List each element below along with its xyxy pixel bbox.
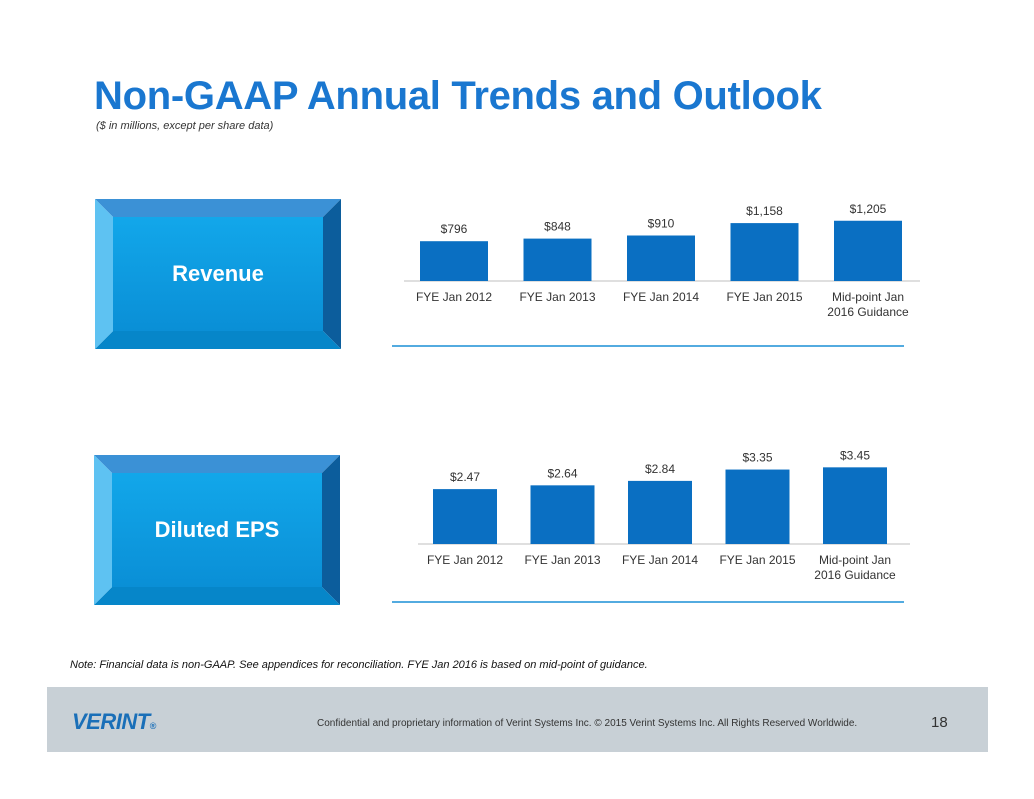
revenue-chart-category-label: FYE Jan 2014: [623, 290, 699, 304]
revenue-chart-data-label: $910: [648, 217, 675, 231]
eps-chart-category-label: FYE Jan 2014: [622, 553, 698, 567]
revenue-chart-bar: [420, 241, 488, 281]
revenue-chart-data-label: $796: [441, 222, 468, 236]
eps-chart-bar: [725, 469, 790, 544]
eps-panel-label: Diluted EPS: [154, 517, 280, 542]
page-number: 18: [931, 714, 948, 731]
revenue-panel: Revenue: [95, 199, 341, 349]
eps-panel: Diluted EPS: [94, 455, 340, 605]
eps-chart-bar: [628, 480, 692, 544]
page-title: Non-GAAP Annual Trends and Outlook: [94, 74, 822, 118]
eps-panel-bevel: [94, 455, 340, 605]
revenue-chart-bar: [523, 238, 592, 281]
eps-chart-bar: [530, 485, 595, 544]
revenue-chart-category-label: FYE Jan 2015: [726, 290, 802, 304]
revenue-chart-data-label: $848: [544, 220, 571, 234]
revenue-chart-data-label: $1,205: [850, 202, 887, 216]
eps-chart: $2.47 FYE Jan 2012 $2.64 FYE Jan 2013 $2.84 F…: [392, 448, 910, 603]
revenue-chart-bar: [730, 223, 799, 281]
revenue-chart-data-label: $1,158: [746, 204, 783, 218]
revenue-panel-bevel: [95, 199, 341, 349]
eps-chart-data-label: $2.64: [547, 466, 577, 480]
footer-bar: VERINT® Confidential and proprietary inf…: [47, 687, 988, 752]
revenue-chart-category-label: Mid-point Jan 2016 Guidance: [827, 290, 909, 319]
logo-registered-mark: ®: [149, 721, 157, 731]
eps-chart-category-label: FYE Jan 2015: [719, 553, 795, 567]
verint-logo: VERINT®: [72, 709, 156, 735]
revenue-panel-label: Revenue: [172, 261, 264, 286]
footnote: Note: Financial data is non-GAAP. See ap…: [70, 659, 648, 671]
eps-chart-data-label: $3.35: [742, 451, 772, 465]
eps-chart-category-label: Mid-point Jan 2016 Guidance: [814, 553, 896, 582]
eps-chart-data-label: $3.45: [840, 448, 870, 462]
eps-chart-bar: [823, 467, 887, 544]
eps-chart-data-label: $2.84: [645, 462, 675, 476]
revenue-chart-category-label: FYE Jan 2012: [416, 290, 492, 304]
eps-chart-category-label: FYE Jan 2012: [427, 553, 503, 567]
revenue-chart-category-label: FYE Jan 2013: [519, 290, 595, 304]
eps-chart-bar: [433, 489, 497, 544]
confidentiality-notice: Confidential and proprietary information…: [317, 718, 858, 729]
revenue-chart: $796 FYE Jan 2012 $848 FYE Jan 2013 $910 FYE …: [392, 202, 920, 347]
eps-chart-data-label: $2.47: [450, 470, 480, 484]
page-subtitle: ($ in millions, except per share data): [96, 120, 274, 132]
revenue-chart-bar: [627, 235, 695, 281]
eps-chart-category-label: FYE Jan 2013: [524, 553, 600, 567]
revenue-chart-bar: [834, 220, 902, 281]
logo-text: VERINT: [72, 709, 150, 734]
